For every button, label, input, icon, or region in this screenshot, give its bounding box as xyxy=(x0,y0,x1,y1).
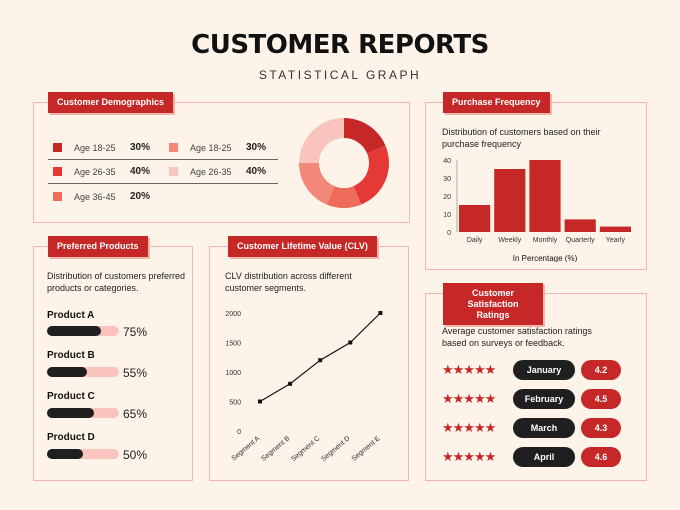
x-tick-label: Segment E xyxy=(351,435,382,463)
rating-stars: ★★★★★ xyxy=(442,449,496,464)
y-tick-label: 500 xyxy=(229,400,241,407)
ratings-tag: Customer Satisfaction Ratings xyxy=(443,283,543,326)
y-tick-label: 0 xyxy=(237,429,241,436)
series-line xyxy=(259,312,381,403)
legend-swatch xyxy=(53,167,62,176)
y-tick-label: 1000 xyxy=(225,370,241,377)
products-tag: Preferred Products xyxy=(48,236,148,257)
demographics-tag: Customer Demographics xyxy=(48,92,174,113)
rating-stars: ★★★★★ xyxy=(442,420,496,435)
page-title: CUSTOMER REPORTS xyxy=(191,30,489,60)
product-bar xyxy=(47,326,119,336)
rating-month: February xyxy=(513,389,575,409)
donut-slice xyxy=(344,118,386,154)
purchase-tag: Purchase Frequency xyxy=(443,92,550,113)
purchase-description: Distribution of customers based on their… xyxy=(442,127,601,149)
x-tick-label: Segment C xyxy=(290,435,321,463)
y-tick-label: 0 xyxy=(447,230,451,237)
rating-score: 4.2 xyxy=(581,360,621,380)
data-point xyxy=(378,311,383,315)
products-description: Distribution of customers preferred prod… xyxy=(47,271,186,293)
data-point xyxy=(258,399,262,404)
y-tick-label: 20 xyxy=(443,194,451,201)
rating-score: 4.3 xyxy=(581,418,621,438)
demographics-panel xyxy=(33,102,410,223)
legend-swatch xyxy=(53,143,62,152)
divider xyxy=(48,159,278,160)
x-tick-label: Segment A xyxy=(231,435,262,463)
clv-tag: Customer Lifetime Value (CLV) xyxy=(228,236,377,257)
bar xyxy=(599,226,631,232)
donut-slice xyxy=(353,145,389,205)
product-name: Product C xyxy=(47,391,95,402)
bar xyxy=(494,169,526,232)
y-tick-label: 30 xyxy=(443,176,451,183)
demo-legend-item: Age 18-25 30% xyxy=(53,142,150,153)
product-percent: 65% xyxy=(123,407,148,421)
rating-stars: ★★★★★ xyxy=(442,362,496,377)
divider xyxy=(48,183,278,184)
demo-legend-item: Age 36-45 20% xyxy=(53,191,150,202)
rating-month: April xyxy=(513,447,575,467)
data-point xyxy=(318,358,323,363)
rating-month: January xyxy=(513,360,575,380)
ratings-description: Average customer satisfaction ratings ba… xyxy=(442,326,592,348)
x-tick-label: Monthly xyxy=(533,237,558,244)
y-tick-label: 10 xyxy=(443,212,451,219)
product-bar-fill xyxy=(47,408,94,418)
page-subtitle: STATISTICAL GRAPH xyxy=(258,68,422,82)
data-point xyxy=(288,381,293,386)
legend-swatch xyxy=(169,143,178,152)
product-bar xyxy=(47,449,119,459)
purchase-bar-chart: 0 10 20 30 40 Daily Weekly Monthly Quarterly Year… xyxy=(443,158,631,262)
y-tick-label: 40 xyxy=(443,158,451,165)
clv-description: CLV distribution across different custom… xyxy=(225,271,352,293)
x-tick-label: Segment B xyxy=(260,435,291,463)
product-bar xyxy=(47,408,119,418)
product-name: Product D xyxy=(47,432,95,443)
product-percent: 50% xyxy=(123,448,148,462)
legend-swatch xyxy=(169,167,178,176)
demo-legend-item: Age 26-35 40% xyxy=(53,166,150,177)
product-bar-fill xyxy=(47,326,101,336)
rating-score: 4.5 xyxy=(581,389,621,409)
donut-slice xyxy=(326,186,362,208)
x-tick-label: Yearly xyxy=(606,237,626,244)
x-tick-label: Weekly xyxy=(498,237,521,244)
x-axis-label: In Percentage (%) xyxy=(513,254,578,262)
demographics-donut-chart xyxy=(299,118,389,208)
product-percent: 75% xyxy=(123,325,148,339)
data-point xyxy=(348,340,353,345)
donut-slice xyxy=(299,118,344,163)
product-bar xyxy=(47,367,119,377)
product-bar-fill xyxy=(47,367,87,377)
donut-slice xyxy=(299,163,335,205)
product-percent: 55% xyxy=(123,366,148,380)
product-name: Product B xyxy=(47,350,95,361)
x-tick-label: Quarterly xyxy=(566,237,595,244)
product-bar-fill xyxy=(47,449,83,459)
x-tick-label: Segment D xyxy=(320,435,351,463)
demo-legend-item: Age 18-25 30% xyxy=(169,142,266,153)
rating-month: March xyxy=(513,418,575,438)
bar xyxy=(459,205,491,232)
legend-swatch xyxy=(53,192,62,201)
demo-legend-item: Age 26-35 40% xyxy=(169,166,266,177)
product-name: Product A xyxy=(47,310,95,321)
y-tick-label: 2000 xyxy=(225,311,241,318)
y-tick-label: 1500 xyxy=(225,341,241,348)
bar xyxy=(564,219,596,232)
rating-stars: ★★★★★ xyxy=(442,391,496,406)
x-tick-label: Daily xyxy=(467,237,483,244)
bar xyxy=(529,160,561,232)
rating-score: 4.6 xyxy=(581,447,621,467)
